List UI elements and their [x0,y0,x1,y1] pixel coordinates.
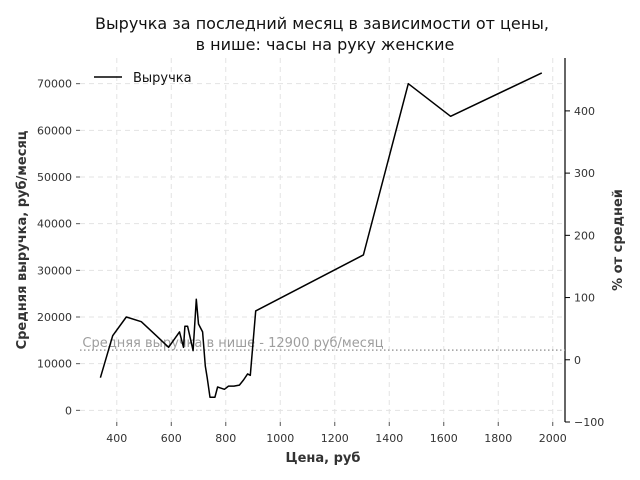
x-tick-label: 1200 [321,432,349,445]
grid [80,58,565,422]
y2-axis-label: % от средней [611,189,626,291]
y2-tick-label: 0 [574,354,581,367]
x-tick-label: 1800 [484,432,512,445]
series-group [99,72,543,399]
labels-group: 400 600 800 1000 1200 1400 1600 1800 20000100002… [15,14,626,466]
reference-line-group: Средняя выручка в нише - 12900 руб/месяц [80,336,565,351]
chart-title-line-2: в нише: часы на руку женские [196,35,455,54]
reference-line-label: Средняя выручка в нише - 12900 руб/месяц [82,336,383,351]
y-tick-label: 60000 [37,124,72,137]
x-tick-label: 1600 [430,432,458,445]
x-tick-label: 600 [161,432,182,445]
axes [76,58,570,426]
y-tick-label: 50000 [37,171,72,184]
y-tick-label: 40000 [37,218,72,231]
x-tick-label: 400 [106,432,127,445]
x-tick-label: 800 [215,432,236,445]
legend-label: Выручка [133,71,192,86]
series-line-revenue [99,72,543,399]
y2-tick-label: 400 [574,105,595,118]
y-tick-label: 70000 [37,78,72,91]
y2-tick-label: 100 [574,292,595,305]
x-tick-label: 1400 [375,432,403,445]
y-tick-label: 0 [65,404,72,417]
y2-tick-label: 200 [574,229,595,242]
x-tick-label: 1000 [266,432,294,445]
y2-tick-label: 300 [574,167,595,180]
chart-title-line-1: Выручка за последний месяц в зависимости… [95,14,549,33]
x-tick-label: 2000 [539,432,567,445]
y-tick-label: 20000 [37,311,72,324]
y2-tick-label: −100 [574,416,604,429]
y-tick-label: 30000 [37,264,72,277]
x-axis-label: Цена, руб [286,451,361,466]
y-tick-label: 10000 [37,358,72,371]
y-axis-label: Средняя выручка, руб/месяц [15,130,30,349]
